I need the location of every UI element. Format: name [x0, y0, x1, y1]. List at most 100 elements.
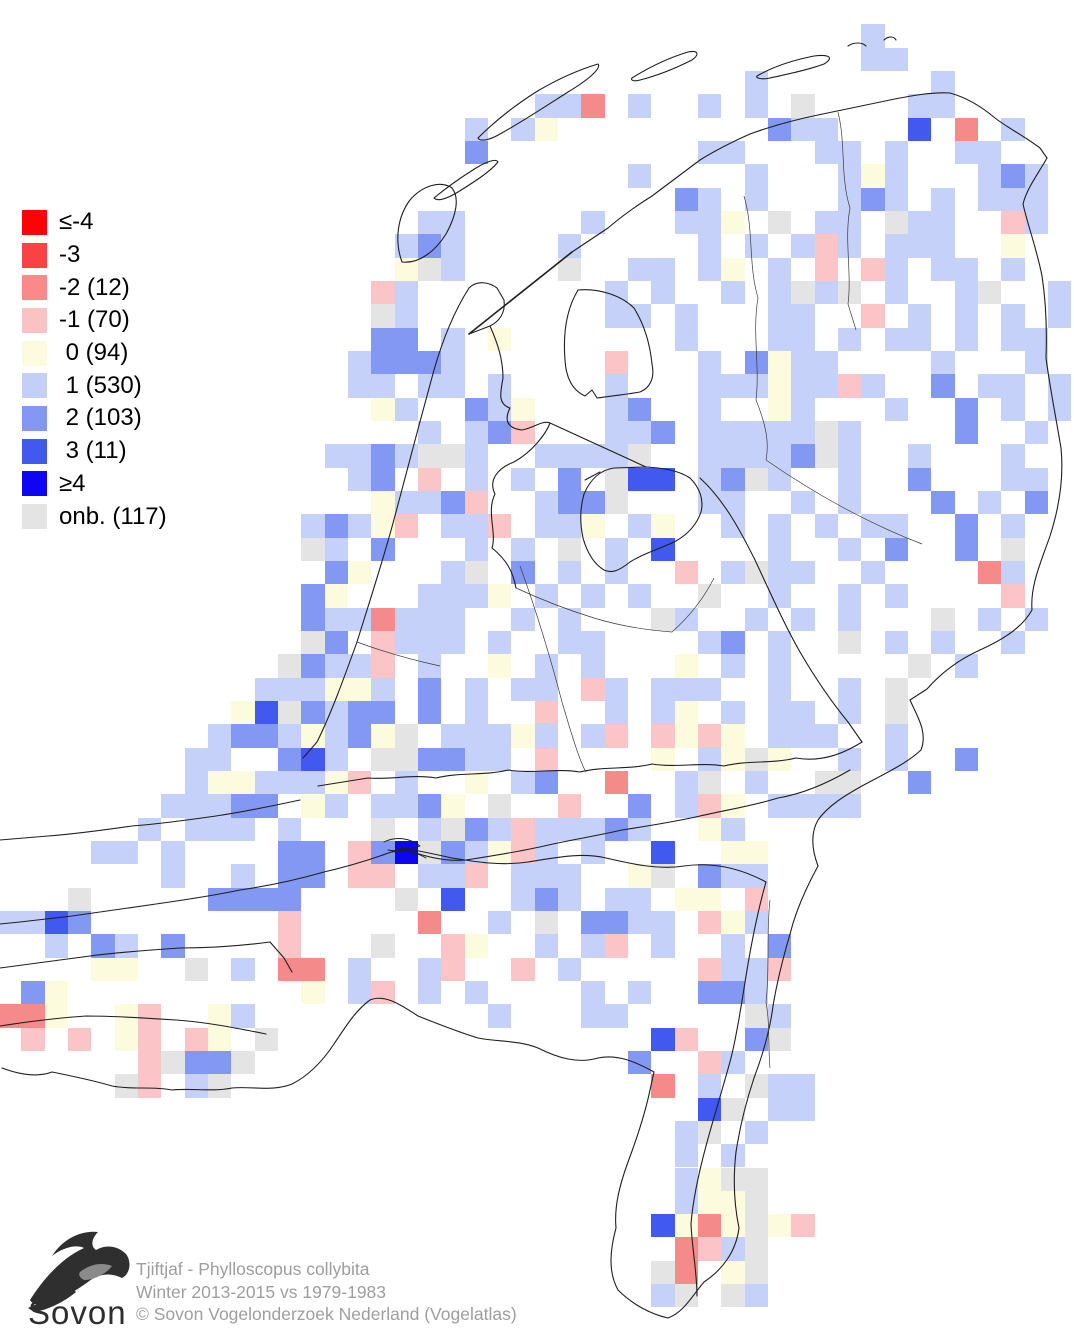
grid-cell: [184, 794, 208, 818]
grid-cell: [1024, 164, 1048, 188]
grid-cell: [394, 257, 418, 281]
grid-cell: [697, 257, 722, 281]
grid-cell: [884, 327, 908, 351]
grid-cell: [324, 747, 348, 771]
grid-cell: [581, 654, 605, 678]
grid-cell: [954, 280, 978, 305]
grid-cell: [931, 94, 955, 118]
grid-cell: [791, 304, 815, 328]
grid-cell: [791, 1074, 815, 1098]
grid-cell: [721, 934, 745, 958]
grid-cell: [557, 957, 582, 981]
grid-cell: [861, 560, 885, 585]
grid-cell: [884, 257, 908, 281]
grid-cell: [277, 957, 302, 981]
grid-cell: [651, 467, 675, 491]
grid-cell: [837, 677, 862, 701]
grid-cell: [301, 514, 325, 538]
grid-cell: [791, 700, 815, 725]
grid-cell: [417, 794, 442, 818]
grid-cell: [394, 490, 418, 515]
grid-cell: [394, 350, 418, 375]
grid-cell: [627, 887, 652, 911]
grid-cell: [837, 280, 862, 305]
grid-cell: [1024, 607, 1048, 631]
grid-cell: [277, 654, 302, 678]
grid-cell: [837, 607, 862, 631]
grid-cell: [627, 467, 652, 491]
grid-cell: [464, 514, 488, 538]
grid-cell: [674, 1027, 698, 1051]
grid-cell: [534, 117, 558, 141]
grid-cell: [44, 980, 68, 1005]
grid-cell: [394, 724, 418, 748]
grid-cell: [417, 234, 442, 258]
grid-cell: [814, 257, 838, 281]
grid-cell: [441, 584, 465, 608]
grid-cell: [417, 700, 442, 725]
grid-cell: [814, 234, 838, 258]
grid-cell: [697, 234, 722, 258]
grid-cell: [721, 280, 745, 305]
grid-cell: [417, 980, 442, 1005]
grid-cell: [697, 1190, 722, 1215]
grid-cell: [417, 817, 442, 841]
grid-cell: [651, 420, 675, 445]
grid-cell: [627, 794, 652, 818]
grid-cell: [721, 864, 745, 888]
grid-cell: [604, 910, 628, 935]
grid-cell: [907, 444, 932, 468]
grid-cell: [767, 1027, 792, 1051]
grid-cell: [954, 304, 978, 328]
grid-cell: [791, 374, 815, 398]
grid-cell: [487, 1004, 512, 1028]
grid-cell: [114, 840, 138, 865]
grid-cell: [627, 980, 652, 1005]
grid-cell: [604, 560, 628, 585]
grid-cell: [394, 794, 418, 818]
grid-cell: [67, 1027, 92, 1051]
grid-cell: [324, 654, 348, 678]
grid-cell: [744, 164, 768, 188]
grid-cell: [511, 420, 535, 445]
grid-cell: [1001, 117, 1025, 141]
grid-cell: [1001, 537, 1025, 561]
grid-cell: [767, 210, 792, 235]
grid-cell: [814, 117, 838, 141]
grid-cell: [791, 794, 815, 818]
grid-cell: [697, 584, 722, 608]
grid-cell: [511, 840, 535, 865]
caption-copyright: © Sovon Vogelonderzoek Nederland (Vogela…: [136, 1304, 517, 1324]
grid-cell: [721, 817, 745, 841]
grid-cell: [767, 677, 792, 701]
grid-cell: [767, 514, 792, 538]
grid-cell: [231, 794, 255, 818]
grid-cell: [674, 654, 698, 678]
grid-cell: [674, 1237, 698, 1261]
grid-cell: [581, 677, 605, 701]
grid-cell: [557, 490, 582, 515]
grid-cell: [954, 537, 978, 561]
grid-cell: [487, 327, 512, 351]
grid-cell: [347, 840, 372, 865]
grid-cell: [441, 607, 465, 631]
sovon-logo-bird: [28, 1231, 130, 1312]
grid-cell: [837, 420, 862, 445]
grid-cell: [254, 887, 278, 911]
grid-cell: [347, 700, 372, 725]
grid-cell: [721, 1284, 745, 1308]
grid-cell: [371, 817, 395, 841]
grid-cell: [837, 537, 862, 561]
grid-cell: [441, 560, 465, 585]
grid-cell: [837, 210, 862, 235]
legend-label: 3 (11): [59, 437, 127, 465]
grid-cell: [534, 770, 558, 795]
grid-cell: [254, 770, 278, 795]
grid-cell: [417, 420, 442, 445]
legend-label: onb. (117): [59, 502, 167, 530]
grid-cell: [417, 630, 442, 655]
grid-cell: [441, 490, 465, 515]
grid-cell: [487, 420, 512, 445]
grid-cell: [814, 724, 838, 748]
grid-cell: [697, 1050, 722, 1075]
